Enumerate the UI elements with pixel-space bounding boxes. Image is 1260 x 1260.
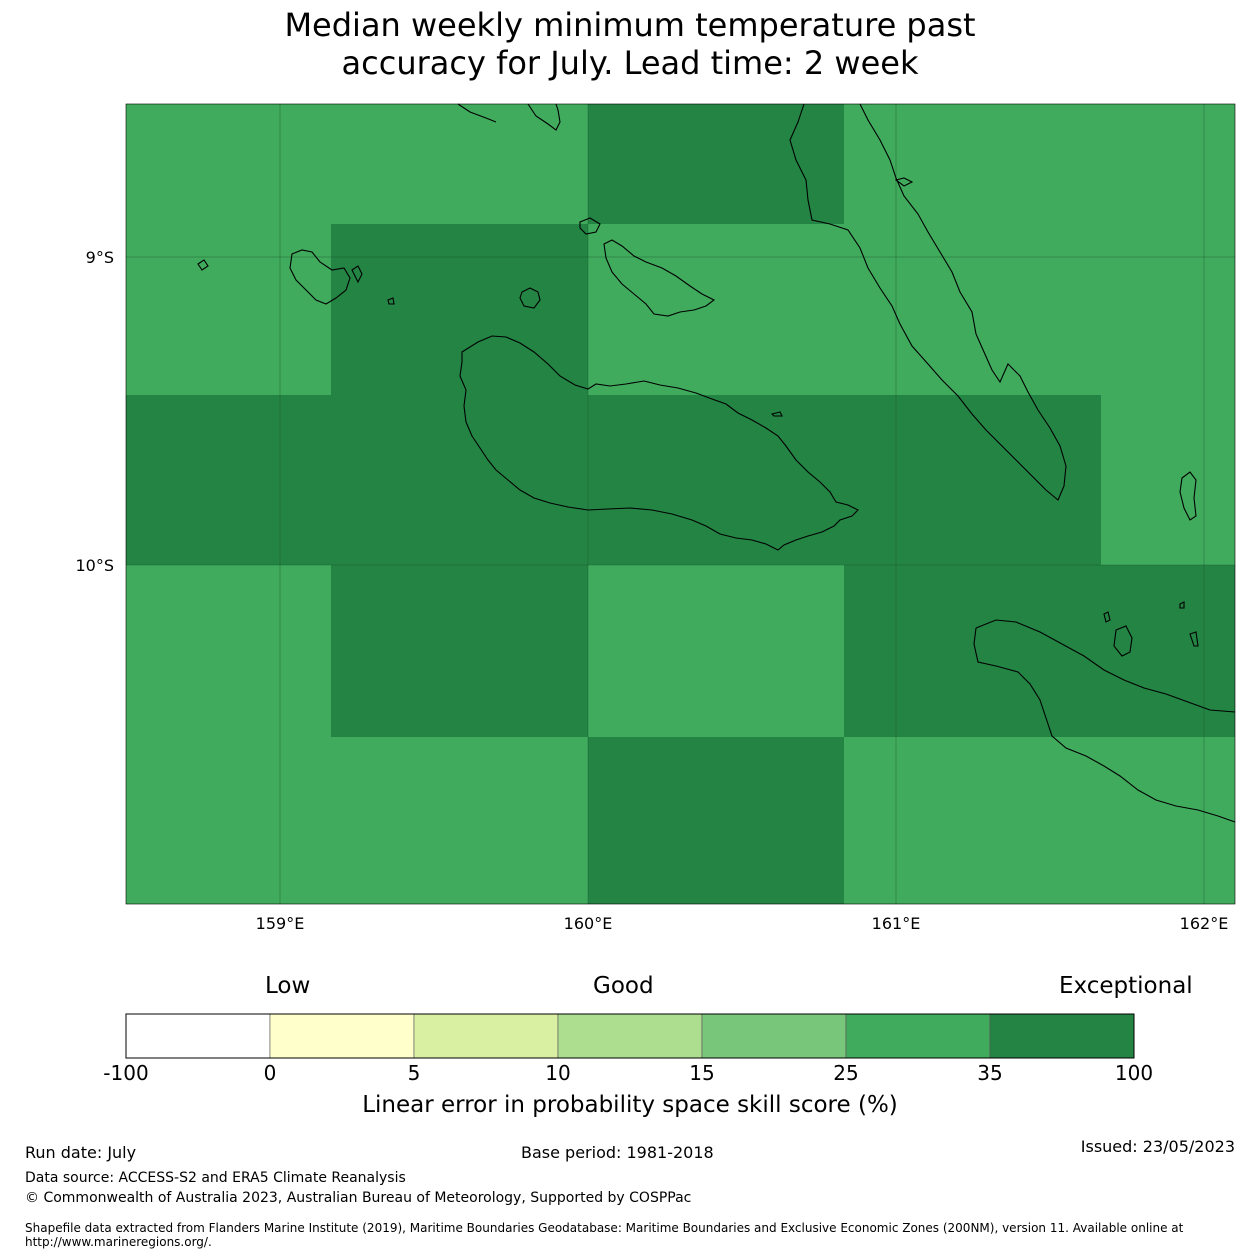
title-line-1: Median weekly minimum temperature past	[284, 6, 976, 44]
grid-cell	[1101, 565, 1235, 737]
island-ugi	[1113, 625, 1133, 657]
island-makira	[973, 619, 1236, 823]
island-malaita	[789, 103, 1067, 501]
grid-cell	[331, 395, 588, 565]
island-small-6	[770, 411, 783, 417]
colorbar-tick-label: -100	[103, 1061, 149, 1085]
grid-cell	[1101, 395, 1235, 565]
island-north-top	[457, 103, 561, 131]
grid-cell	[844, 104, 1101, 224]
colorbar-segment	[989, 1013, 1135, 1059]
island-russell-east	[351, 265, 363, 284]
graticule	[126, 104, 1235, 904]
grid-cell	[331, 737, 588, 904]
grid-cell	[588, 395, 844, 565]
coastlines	[197, 103, 1236, 823]
grid-cell	[126, 395, 331, 565]
island-nggela-north	[579, 217, 601, 235]
run-date: Run date: July	[25, 1143, 137, 1162]
shapefile-credit: Shapefile data extracted from Flanders M…	[25, 1221, 1184, 1249]
map-frame	[125, 103, 1236, 905]
island-small-west	[197, 259, 209, 271]
island-small-5	[894, 177, 914, 187]
colorbar-segment	[557, 1013, 703, 1059]
lon-tick-label: 159°E	[256, 914, 305, 933]
grid-cell	[126, 565, 331, 737]
grid-cell	[1101, 224, 1235, 395]
title-line-2: accuracy for July. Lead time: 2 week	[341, 44, 919, 82]
grid-cell	[588, 737, 844, 904]
grid-cell	[844, 737, 1101, 904]
colorbar-label: Linear error in probability space skill …	[362, 1092, 898, 1118]
quality-label-low: Low	[265, 973, 311, 999]
island-florida	[603, 239, 716, 317]
colorbar-tick-label: 35	[977, 1061, 1003, 1085]
grid-cell	[331, 224, 588, 395]
lon-tick-label: 161°E	[872, 914, 921, 933]
skill-grid	[126, 104, 1235, 904]
base-period: Base period: 1981-2018	[521, 1143, 714, 1162]
island-savo	[519, 287, 541, 309]
colorbar-segments	[125, 1013, 1135, 1059]
colorbar-tick-label: 15	[689, 1061, 715, 1085]
island-small-3	[1179, 601, 1185, 609]
quality-label-good: Good	[593, 973, 654, 999]
quality-label-exceptional: Exceptional	[1059, 973, 1193, 999]
lat-tick-label: 9°S	[86, 248, 114, 267]
lat-tick-label: 10°S	[75, 556, 114, 575]
grid-cell	[331, 104, 588, 224]
grid-cell	[1101, 737, 1235, 904]
island-small-1	[387, 297, 395, 305]
island-small-4	[1189, 631, 1199, 647]
colorbar-segment	[125, 1013, 271, 1059]
issued-date: Issued: 23/05/2023	[1080, 1137, 1235, 1156]
grid-cell	[126, 104, 331, 224]
lon-tick-label: 160°E	[564, 914, 613, 933]
grid-cell	[844, 224, 1101, 395]
colorbar-tick-label: 5	[407, 1061, 421, 1085]
colorbar-tick-label: 10	[545, 1061, 571, 1085]
colorbar-segment	[413, 1013, 559, 1059]
grid-cell	[844, 565, 1101, 737]
colorbar-tick-label: 0	[263, 1061, 277, 1085]
grid-cell	[126, 737, 331, 904]
colorbar	[125, 1013, 1135, 1059]
colorbar-tick-label: 25	[833, 1061, 859, 1085]
grid-cell	[588, 224, 844, 395]
grid-cell	[588, 104, 844, 224]
copyright: © Commonwealth of Australia 2023, Austra…	[25, 1190, 692, 1206]
map-title: Median weekly minimum temperature past a…	[0, 6, 1260, 82]
skill-map: 159°E 160°E 161°E 162°E 9°S 10°S	[75, 103, 1236, 933]
lon-tick-label: 162°E	[1180, 914, 1229, 933]
grid-cell	[126, 224, 331, 395]
colorbar-frame	[125, 1013, 1135, 1059]
island-small-2	[1103, 611, 1111, 623]
grid-cell	[331, 565, 588, 737]
grid-cell	[1101, 104, 1235, 224]
grid-cell	[844, 395, 1101, 565]
island-russell	[289, 249, 351, 305]
colorbar-tick-label: 100	[1114, 1061, 1154, 1085]
data-source: Data source: ACCESS-S2 and ERA5 Climate …	[25, 1170, 406, 1186]
colorbar-segment	[269, 1013, 415, 1059]
grid-cell	[588, 565, 844, 737]
island-guadalcanal	[459, 335, 859, 551]
colorbar-segment	[701, 1013, 847, 1059]
island-ulawa	[1179, 471, 1197, 521]
colorbar-segment	[845, 1013, 991, 1059]
